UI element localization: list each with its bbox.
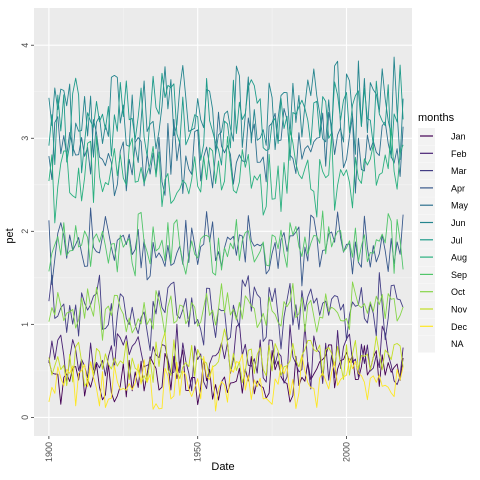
x-tick-label: 1900 [44, 442, 54, 462]
plot-panel [34, 8, 412, 436]
y-tick-label: 1 [20, 322, 30, 327]
x-tick-label: 1950 [193, 442, 203, 462]
legend-label-aug: Aug [451, 253, 467, 263]
legend-label-nov: Nov [451, 305, 468, 315]
legend-label-jun: Jun [451, 218, 466, 228]
legend-key-background [418, 336, 435, 353]
legend-title: months [418, 112, 455, 124]
y-tick-label: 0 [20, 415, 30, 420]
y-tick-label: 2 [20, 229, 30, 234]
panel-background [34, 8, 412, 436]
y-tick-label: 4 [20, 43, 30, 48]
x-axis-title: Date [211, 461, 234, 473]
legend-label-jul: Jul [451, 235, 463, 245]
legend-label-mar: Mar [451, 166, 467, 176]
legend-label-jan: Jan [451, 132, 466, 142]
legend-label-feb: Feb [451, 149, 467, 159]
legend-label-may: May [451, 201, 469, 211]
y-axis-title: pet [4, 228, 16, 243]
legend-label-dec: Dec [451, 322, 468, 332]
legend-label-na: NA [451, 339, 464, 349]
legend-label-apr: Apr [451, 183, 465, 193]
legend-label-sep: Sep [451, 270, 467, 280]
legend-label-oct: Oct [451, 287, 466, 297]
x-tick-label: 2000 [342, 442, 352, 462]
y-tick-label: 3 [20, 136, 30, 141]
